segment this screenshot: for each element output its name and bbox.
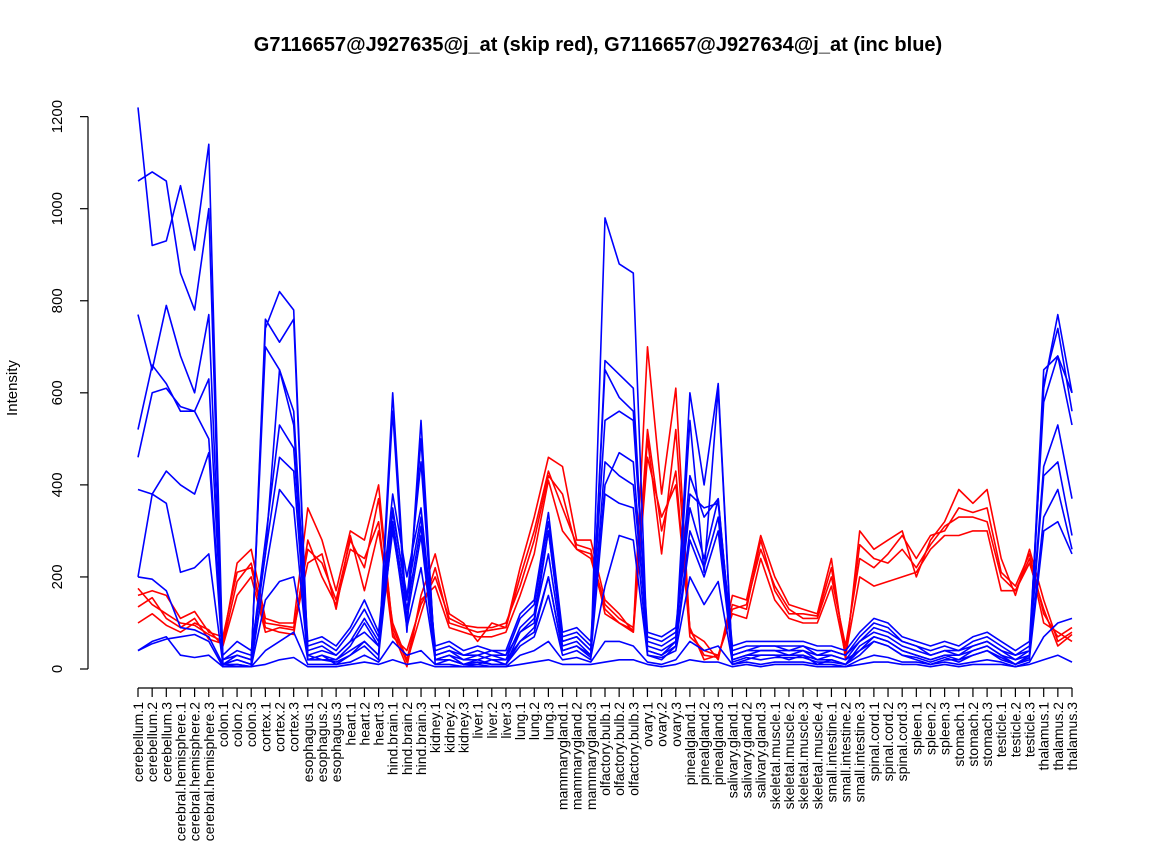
series-line-11: [137, 488, 1073, 666]
x-tick-label: salivary.gland.3: [753, 702, 769, 798]
x-tick-label: kidney.3: [456, 702, 472, 753]
x-tick-label: esophagus.1: [300, 702, 316, 782]
x-tick-label: stomach.1: [951, 702, 967, 767]
x-tick-label: pinealgland.1: [682, 702, 698, 786]
series-line-6: [137, 171, 1073, 668]
series-line-10: [137, 451, 1073, 666]
x-tick-label: small.intestine.1: [823, 702, 839, 803]
x-tick-label: salivary.gland.2: [739, 702, 755, 798]
x-tick-label: ovary.1: [640, 702, 656, 747]
x-tick-label: small.intestine.2: [838, 702, 854, 803]
x-tick-label: cortex.1: [257, 702, 273, 752]
x-tick-label: ovary.3: [668, 702, 684, 747]
series-line-3: [137, 456, 1073, 661]
chart-title: G7116657@J927635@j_at (skip red), G71166…: [254, 34, 942, 56]
series-line-1: [137, 345, 1073, 668]
x-tick-label: olfactory.bulb.3: [625, 702, 641, 796]
x-tick-label: colon.2: [229, 702, 245, 747]
x-tick-label: cortex.2: [272, 702, 288, 752]
x-tick-label: lung.2: [526, 702, 542, 740]
x-tick-label: testicle.1: [993, 702, 1009, 757]
x-tick-label: liver.2: [484, 702, 500, 739]
x-tick-label: mammarygland.1: [555, 702, 571, 810]
x-tick-label: cerebral.hemisphere.2: [187, 702, 203, 842]
series-line-4: [137, 428, 1073, 663]
x-tick-label: lung.1: [512, 702, 528, 740]
x-tick-label: skeletal.muscle.4: [809, 702, 825, 810]
x-tick-label: pinealgland.3: [710, 702, 726, 786]
series-line-13: [137, 617, 1073, 668]
y-tick-label: 0: [49, 665, 66, 673]
y-axis: 0 200 400 600 800 1000 1200: [49, 100, 89, 673]
series-line-8: [137, 355, 1073, 657]
x-tick-label: colon.1: [215, 702, 231, 747]
x-tick-label: cortex.3: [286, 702, 302, 752]
x-tick-label: stomach.2: [965, 702, 981, 767]
x-tick-label: esophagus.3: [328, 702, 344, 782]
x-tick-label: liver.3: [498, 702, 514, 739]
y-tick-label: 400: [49, 472, 66, 497]
x-tick-label: spinal.cord.2: [880, 702, 896, 782]
x-axis: cerebellum.1cerebellum.2cerebellum.3cere…: [130, 687, 1080, 842]
x-tick-label: cerebellum.3: [158, 702, 174, 782]
x-tick-label: skeletal.muscle.2: [781, 702, 797, 810]
x-tick-label: lung.3: [540, 702, 556, 740]
x-tick-label: testicle.3: [1022, 702, 1038, 757]
series-line-9: [137, 387, 1073, 661]
x-tick-label: hind.brain.1: [385, 702, 401, 775]
x-tick-label: thalamus.2: [1050, 702, 1066, 771]
y-axis-label: Intensity: [4, 360, 21, 416]
y-tick-label: 600: [49, 380, 66, 405]
x-tick-label: spleen.1: [908, 702, 924, 755]
x-tick-label: heart.3: [371, 702, 387, 746]
x-tick-label: olfactory.bulb.1: [597, 702, 613, 796]
series-line-12: [137, 520, 1073, 668]
x-tick-label: pinealgland.2: [696, 702, 712, 786]
x-tick-label: skeletal.muscle.1: [767, 702, 783, 810]
y-tick-label: 1200: [49, 100, 66, 133]
x-tick-label: liver.1: [470, 702, 486, 739]
y-tick-label: 800: [49, 288, 66, 313]
x-tick-label: thalamus.1: [1036, 702, 1052, 771]
x-tick-label: heart.1: [342, 702, 358, 746]
x-tick-label: salivary.gland.1: [724, 702, 740, 798]
x-tick-label: kidney.1: [427, 702, 443, 753]
x-tick-label: stomach.3: [979, 702, 995, 767]
x-tick-label: thalamus.3: [1064, 702, 1080, 771]
x-tick-label: cerebellum.2: [144, 702, 160, 782]
x-tick-label: spinal.cord.3: [894, 702, 910, 782]
y-tick-label: 200: [49, 564, 66, 589]
x-tick-label: spinal.cord.1: [866, 702, 882, 782]
x-tick-label: olfactory.bulb.2: [611, 702, 627, 796]
x-tick-label: mammarygland.2: [569, 702, 585, 810]
series-line-2: [137, 428, 1073, 657]
x-tick-label: mammarygland.3: [583, 702, 599, 810]
x-tick-label: heart.2: [356, 702, 372, 746]
x-tick-label: cerebral.hemisphere.1: [173, 702, 189, 842]
x-tick-label: spleen.3: [937, 702, 953, 755]
x-tick-label: esophagus.2: [314, 702, 330, 782]
x-tick-label: testicle.2: [1007, 702, 1023, 757]
x-tick-label: colon.3: [243, 702, 259, 747]
series-line-14: [137, 635, 1073, 668]
x-tick-label: cerebellum.1: [130, 702, 146, 782]
x-tick-label: kidney.2: [441, 702, 457, 753]
x-tick-label: ovary.2: [654, 702, 670, 747]
y-tick-label: 1000: [49, 192, 66, 225]
x-tick-label: hind.brain.2: [399, 702, 415, 775]
x-tick-label: small.intestine.3: [852, 702, 868, 803]
x-tick-label: skeletal.muscle.3: [795, 702, 811, 810]
x-tick-label: spleen.2: [923, 702, 939, 755]
x-tick-label: cerebral.hemisphere.3: [201, 702, 217, 842]
plot-area: [137, 107, 1073, 668]
x-tick-label: hind.brain.3: [413, 702, 429, 775]
